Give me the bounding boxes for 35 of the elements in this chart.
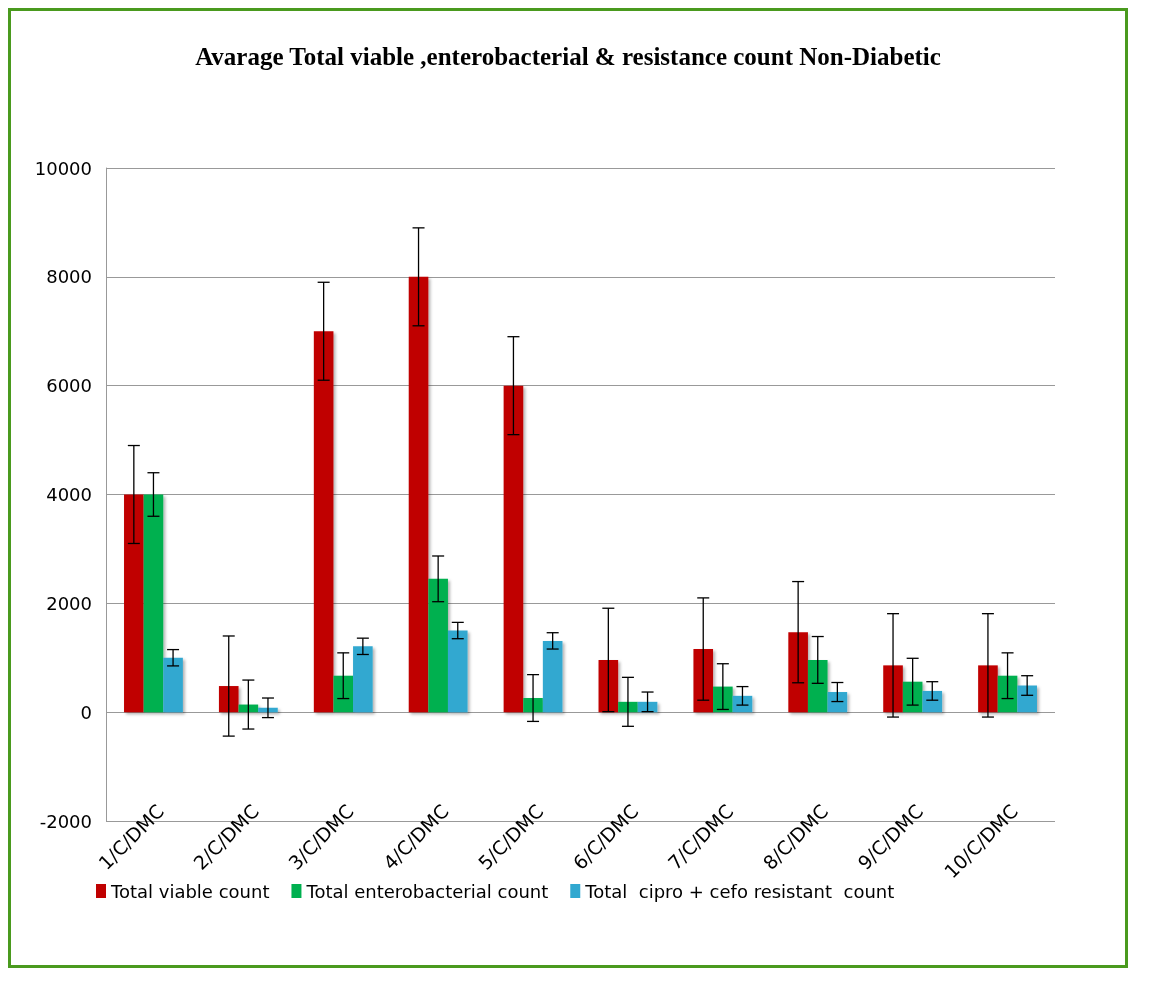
chart-title: Avarage Total viable ,enterobacterial & resistance count Non-Diabetic [195,43,941,70]
bar [902,681,923,713]
bar [693,649,714,713]
bar [218,686,239,713]
y-tick-label: 0 [80,701,92,723]
y-tick-label: 2000 [46,592,92,614]
y-tick-label: 4000 [46,484,92,505]
bar [333,675,354,713]
bar [598,659,619,713]
bar [143,494,164,713]
bar [313,331,334,713]
bar [503,385,524,713]
y-tick-label: 6000 [46,375,92,397]
bar [163,657,183,713]
bar [922,690,943,713]
y-tick-label: -2000 [39,810,92,832]
bar [124,494,144,713]
bar [353,646,373,713]
bar [827,692,848,713]
y-tick-label: 8000 [46,266,92,288]
bar [997,675,1018,713]
bar [447,630,468,713]
legend-label: Total enterobacterial count [305,880,549,902]
bar [978,665,998,713]
bar [408,276,429,713]
bar [523,698,543,713]
bar [807,659,828,713]
bar [1017,685,1037,713]
bar [428,578,448,713]
legend-label: Total viable count [110,880,270,902]
legend-label: Total cipro + cefo resistant count [584,880,895,902]
y-tick-label: 10000 [34,157,92,179]
bar [883,665,903,713]
bar [788,632,808,713]
bar [542,640,563,713]
